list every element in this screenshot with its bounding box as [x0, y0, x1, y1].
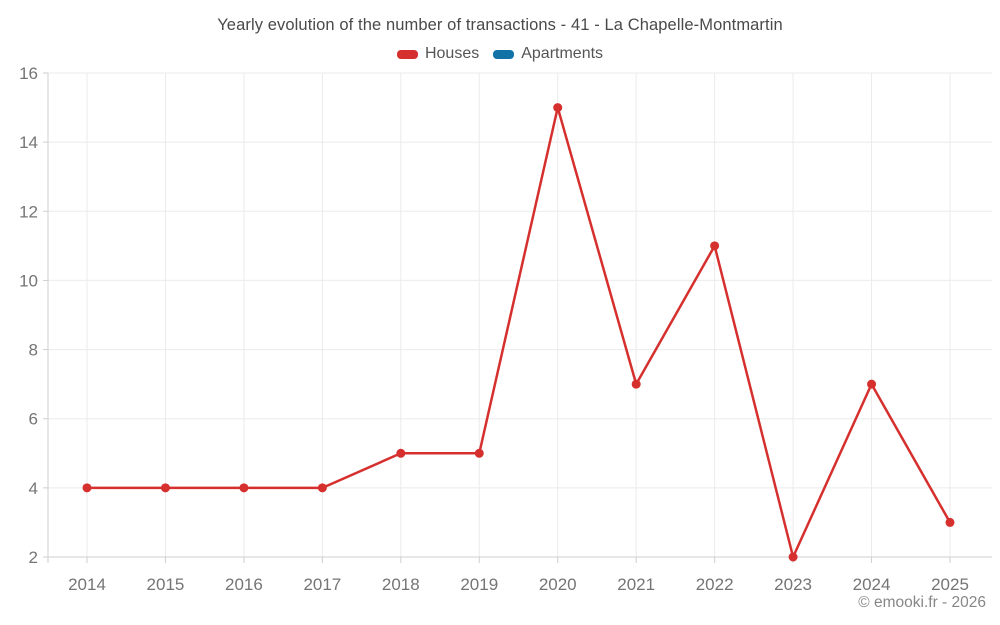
y-tick-label: 14	[19, 133, 38, 152]
chart-title: Yearly evolution of the number of transa…	[217, 16, 783, 34]
legend-label: Apartments	[521, 45, 604, 62]
x-tick-label: 2021	[617, 575, 655, 594]
y-tick-label: 4	[29, 479, 38, 498]
x-tick-label: 2025	[931, 575, 969, 594]
houses-point[interactable]	[867, 379, 877, 389]
x-tick-label: 2023	[774, 575, 812, 594]
x-tick-label: 2019	[460, 575, 498, 594]
y-tick-label: 2	[29, 548, 38, 567]
x-tick-label: 2014	[68, 575, 106, 594]
houses-point[interactable]	[82, 483, 92, 493]
houses-point[interactable]	[396, 448, 406, 458]
y-tick-label: 12	[19, 202, 38, 221]
x-tick-label: 2022	[696, 575, 734, 594]
houses-point[interactable]	[788, 552, 798, 562]
legend-swatch-apartments	[493, 49, 515, 59]
footer-credit: © emooki.fr - 2026	[858, 594, 986, 611]
houses-line	[85, 106, 952, 559]
y-tick-label: 16	[19, 64, 38, 83]
x-tick-label: 2016	[225, 575, 263, 594]
houses-point[interactable]	[160, 483, 170, 493]
houses-point[interactable]	[317, 483, 327, 493]
houses-point[interactable]	[239, 483, 249, 493]
houses-point[interactable]	[474, 448, 484, 458]
y-tick-label: 10	[19, 271, 38, 290]
x-tick-label: 2024	[853, 575, 891, 594]
houses-point[interactable]	[710, 241, 720, 251]
legend-item-houses[interactable]: Houses	[396, 45, 480, 63]
legend-item-apartments[interactable]: Apartments	[493, 45, 603, 63]
y-tick-label: 8	[29, 341, 38, 360]
y-tick-label: 6	[29, 410, 38, 429]
x-tick-label: 2017	[303, 575, 341, 594]
legend-label: Houses	[424, 45, 480, 62]
houses-point[interactable]	[945, 517, 955, 527]
legend: Houses Apartments	[0, 45, 1000, 63]
legend-swatch-houses	[396, 49, 418, 59]
houses-point[interactable]	[631, 379, 641, 389]
houses-point[interactable]	[553, 103, 563, 113]
x-tick-label: 2020	[539, 575, 577, 594]
x-tick-label: 2015	[147, 575, 185, 594]
x-tick-label: 2018	[382, 575, 420, 594]
